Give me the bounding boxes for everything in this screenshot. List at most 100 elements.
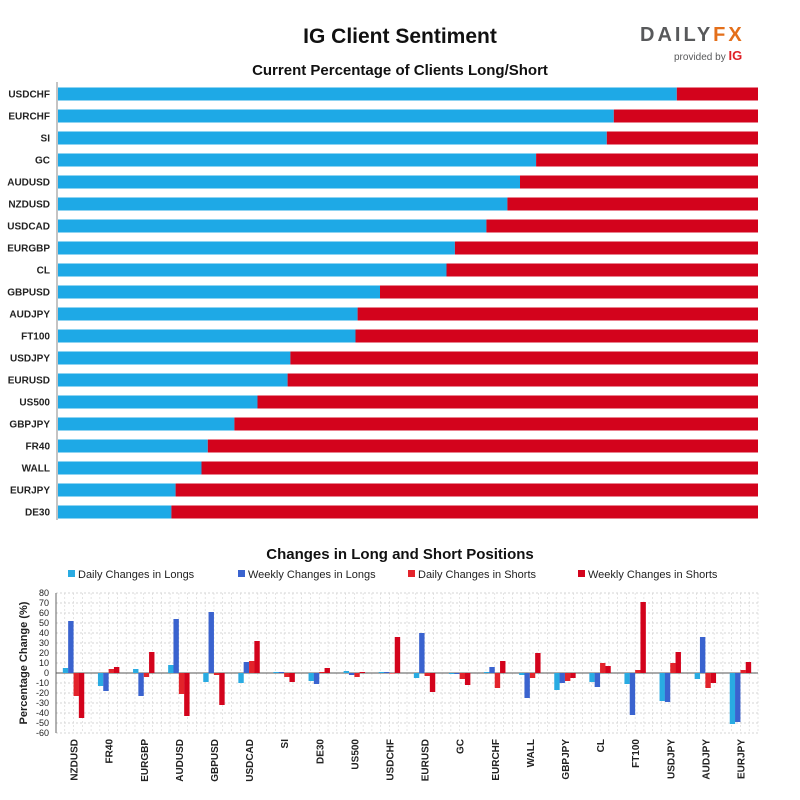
bar-long-audusd <box>58 175 520 189</box>
bar-gbpjpy-series-1 <box>554 673 560 690</box>
y-tick-label: 50 <box>39 618 49 628</box>
bar-short-cl <box>446 263 758 277</box>
x-tick-label-audjpy: AUDJPY <box>701 739 712 780</box>
x-tick-label-fr40: FR40 <box>105 739 116 764</box>
bar-gbpjpy-series-2 <box>559 673 565 683</box>
bar-gc-series-1 <box>448 673 455 674</box>
bar-short-usdcad <box>486 219 758 233</box>
category-label-fr40: FR40 <box>26 442 51 453</box>
x-tick-label-si: SI <box>280 739 291 749</box>
bar-usdjpy-series-3 <box>670 663 676 673</box>
category-label-us500: US500 <box>19 398 50 409</box>
bar-short-eurchf <box>613 109 758 123</box>
y-tick-label: -60 <box>36 728 49 738</box>
bar-long-usdchf <box>58 87 677 101</box>
y-axis-title: Percentage Change (%) <box>18 601 30 724</box>
bar-short-usdjpy <box>290 351 758 365</box>
y-tick-label: 60 <box>39 608 49 618</box>
bar-us500-series-1 <box>343 671 350 673</box>
bar-eurusd-series-1 <box>413 673 420 678</box>
bar-long-gbpjpy <box>58 417 235 431</box>
bar-nzdusd-series-1 <box>62 668 69 673</box>
x-tick-label-gbpjpy: GBPJPY <box>561 739 572 780</box>
bar-nzdusd-series-3 <box>73 673 79 696</box>
y-tick-label: -50 <box>36 718 49 728</box>
sentiment-chart: USDCHF EURCHF SI GC AUDUSD NZDUSD USDCAD EURGBP… <box>7 82 759 520</box>
bar-long-audjpy <box>58 307 358 321</box>
bar-short-eurjpy <box>175 483 759 497</box>
bar-si-series-4 <box>289 673 295 682</box>
bar-usdchf-series-2 <box>384 672 390 673</box>
bar-short-us500 <box>257 395 758 409</box>
x-tick-label-usdjpy: USDJPY <box>666 739 677 779</box>
category-label-nzdusd: NZDUSD <box>8 200 50 211</box>
x-tick-label-eurusd: EURUSD <box>421 739 432 781</box>
bar-fr40-series-3 <box>108 669 115 673</box>
logo-word-fx: FX <box>713 24 745 46</box>
bar-us500-series-2 <box>348 673 355 675</box>
bar-ft100-series-2 <box>629 673 636 715</box>
bar-short-audusd <box>520 175 758 189</box>
bar-long-fr40 <box>58 439 208 453</box>
bar-short-wall <box>201 461 758 475</box>
bar-wall-series-3 <box>529 673 536 678</box>
logo-wordmark: DAILYFX <box>640 24 745 47</box>
category-label-gbpjpy: GBPJPY <box>9 420 50 431</box>
bar-audjpy-series-3 <box>705 673 711 688</box>
y-tick-label: -10 <box>36 678 49 688</box>
x-tick-label-nzdusd: NZDUSD <box>70 739 81 781</box>
bar-usdchf-series-1 <box>378 672 385 673</box>
category-label-ft100: FT100 <box>21 332 50 343</box>
bar-long-cl <box>58 263 447 277</box>
bar-audjpy-series-1 <box>694 673 701 679</box>
legend-swatch-3 <box>408 570 415 577</box>
bar-long-eurjpy <box>58 483 176 497</box>
category-label-usdcad: USDCAD <box>7 222 50 233</box>
y-tick-label: 70 <box>39 598 49 608</box>
bar-gbpusd-series-3 <box>213 673 220 675</box>
bar-usdjpy-series-1 <box>659 673 665 701</box>
legend-label-4: Weekly Changes in Shorts <box>588 569 718 581</box>
bar-gc-series-4 <box>464 673 471 685</box>
bar-long-usdcad <box>58 219 487 233</box>
bar-long-gbpusd <box>58 285 380 299</box>
bar-short-gc <box>536 153 758 167</box>
logo-provided-by: provided by <box>674 52 726 63</box>
bar-eurusd-series-2 <box>419 633 425 673</box>
bar-eurgbp-series-1 <box>133 669 139 673</box>
x-tick-label-wall: WALL <box>526 739 537 767</box>
legend-label-2: Weekly Changes in Longs <box>248 569 376 581</box>
bar-eurusd-series-3 <box>424 673 430 676</box>
bar-fr40-series-4 <box>113 667 120 673</box>
category-label-eurjpy: EURJPY <box>10 486 50 497</box>
y-tick-label: 80 <box>39 588 49 598</box>
bar-long-nzdusd <box>58 197 508 211</box>
bar-usdcad-series-3 <box>249 661 255 673</box>
x-tick-label-gc: GC <box>456 739 467 754</box>
bar-wall-series-2 <box>524 673 530 698</box>
bar-eurjpy-series-2 <box>735 673 741 722</box>
bar-long-ft100 <box>58 329 356 343</box>
bar-eurchf-series-3 <box>494 673 501 688</box>
bar-audusd-series-1 <box>168 665 174 673</box>
bar-usdchf-series-3 <box>389 673 395 674</box>
bar-long-wall <box>58 461 202 475</box>
bar-long-eurchf <box>58 109 614 123</box>
ig-logo: IG <box>728 48 743 63</box>
bar-nzdusd-series-2 <box>68 621 74 673</box>
y-tick-label: 0 <box>44 668 49 678</box>
bar-cl-series-3 <box>600 663 606 673</box>
bar-short-de30 <box>171 505 758 519</box>
bar-fr40-series-2 <box>103 673 109 691</box>
bar-us500-series-3 <box>354 673 360 677</box>
logo-word-daily: DAILY <box>640 24 714 46</box>
sentiment-chart-title: Current Percentage of Clients Long/Short <box>252 62 548 79</box>
y-tick-label: -40 <box>36 708 49 718</box>
bar-usdchf-series-4 <box>394 637 401 673</box>
bar-nzdusd-series-4 <box>78 673 85 718</box>
bar-eurjpy-series-4 <box>745 662 752 673</box>
legend-swatch-1 <box>68 570 75 577</box>
bar-gbpusd-series-4 <box>219 673 225 705</box>
category-label-eurusd: EURUSD <box>8 376 50 387</box>
